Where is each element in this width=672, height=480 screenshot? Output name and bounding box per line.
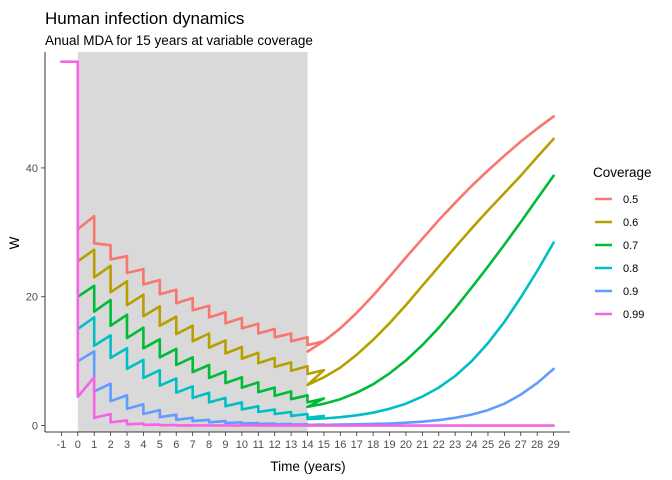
x-tick-label: -1 (57, 439, 67, 451)
x-tick-label: 12 (269, 439, 281, 451)
x-tick-label: 21 (416, 439, 428, 451)
chart-title: Human infection dynamics (45, 9, 244, 28)
legend-label: 0.99 (623, 309, 644, 321)
legend-label: 0.9 (623, 286, 638, 298)
series-line-0_6 (76, 137, 555, 387)
x-tick-label: 20 (400, 439, 412, 451)
legend: 0.5 0.6 0.7 0.8 0.9 0.99 (595, 194, 644, 321)
x-tick-label: 23 (449, 439, 461, 451)
y-tick-label: 40 (26, 163, 38, 175)
x-tick-label: 24 (465, 439, 477, 451)
x-axis-ticks: -1 0 1 2 3 4 5 6 7 8 9 10 11 12 13 14 15 16 17 18 19 20 21 22 23… (57, 432, 560, 451)
y-axis-ticks: 0 20 40 (26, 163, 45, 433)
x-axis-title: Time (years) (270, 459, 345, 474)
series-line-0_9 (76, 350, 555, 427)
y-tick-label: 20 (26, 292, 38, 304)
x-tick-label: 9 (222, 439, 228, 451)
x-tick-label: 4 (140, 439, 146, 451)
x-tick-label: 8 (206, 439, 212, 451)
legend-label: 0.6 (623, 217, 638, 229)
x-tick-label: 17 (351, 439, 363, 451)
series-line-0_7 (76, 174, 555, 409)
series-line-0_8 (76, 241, 555, 421)
chart-subtitle: Anual MDA for 15 years at variable cover… (45, 33, 313, 48)
series-layer (60, 60, 555, 427)
mda-period-shading (77, 52, 308, 432)
legend-title: Coverage (593, 165, 652, 180)
x-tick-label: 15 (318, 439, 330, 451)
legend-label: 0.7 (623, 240, 638, 252)
x-tick-label: 14 (301, 439, 313, 451)
x-tick-label: 29 (547, 439, 559, 451)
series-line-0_5 (76, 115, 555, 353)
x-tick-label: 2 (108, 439, 114, 451)
x-tick-label: 11 (253, 439, 264, 451)
x-tick-label: 0 (75, 439, 81, 451)
x-tick-label: 3 (124, 439, 130, 451)
x-tick-label: 7 (190, 439, 196, 451)
legend-label: 0.5 (623, 194, 638, 206)
x-tick-label: 10 (236, 439, 248, 451)
x-tick-label: 13 (285, 439, 297, 451)
x-tick-label: 19 (383, 439, 395, 451)
x-tick-label: 27 (515, 439, 527, 451)
y-tick-label: 0 (32, 421, 38, 433)
x-tick-label: 18 (367, 439, 379, 451)
x-tick-label: 16 (334, 439, 346, 451)
series-line-0_99 (60, 60, 555, 427)
x-tick-label: 26 (498, 439, 510, 451)
x-tick-label: 28 (531, 439, 543, 451)
x-tick-label: 22 (433, 439, 445, 451)
x-tick-label: 1 (91, 439, 97, 451)
y-axis-title: W (7, 236, 22, 249)
x-tick-label: 25 (482, 439, 494, 451)
x-tick-label: 5 (157, 439, 163, 451)
x-tick-label: 6 (173, 439, 179, 451)
legend-label: 0.8 (623, 263, 638, 275)
